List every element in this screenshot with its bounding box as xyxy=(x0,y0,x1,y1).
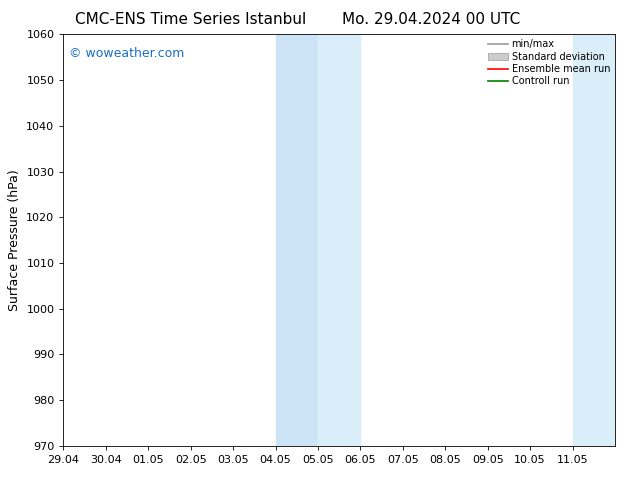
Text: © woweather.com: © woweather.com xyxy=(69,47,184,60)
Legend: min/max, Standard deviation, Ensemble mean run, Controll run: min/max, Standard deviation, Ensemble me… xyxy=(486,37,612,88)
Text: CMC-ENS Time Series Istanbul: CMC-ENS Time Series Istanbul xyxy=(75,12,306,27)
Bar xyxy=(318,34,360,446)
Bar xyxy=(573,34,615,446)
Text: Mo. 29.04.2024 00 UTC: Mo. 29.04.2024 00 UTC xyxy=(342,12,521,27)
Bar xyxy=(276,34,318,446)
Y-axis label: Surface Pressure (hPa): Surface Pressure (hPa) xyxy=(8,169,21,311)
